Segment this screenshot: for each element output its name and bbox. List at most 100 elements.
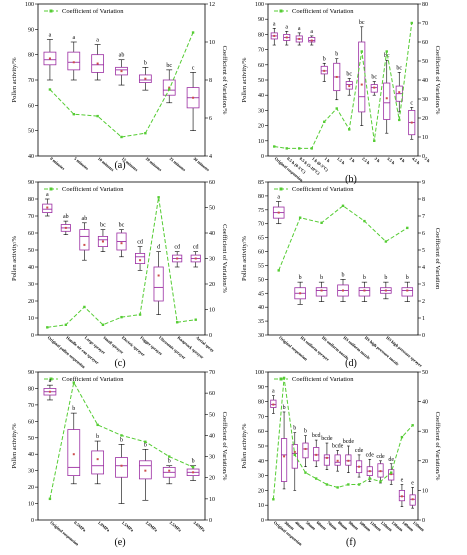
cv-point [347,483,350,486]
y-tick-label: 70 [28,403,34,409]
cv-point [175,321,179,324]
cv-point [277,269,280,272]
box-mean [411,498,414,501]
y-axis-title: Pollen activity/% [11,235,18,281]
y-tick-label: 10 [28,502,34,508]
significance-letter: a [277,194,280,200]
panel-label: (d) [345,358,357,369]
significance-letter: b [384,275,387,281]
legend-label: Coefficient of Variation [62,376,124,383]
category-label: 3 h [374,156,382,164]
y-tick-label: 90 [258,385,264,391]
cv-point [48,497,52,501]
y-tick-label: 55 [258,263,264,269]
box-5: b [138,60,152,91]
chart-panel-1: 40 50 60 70 80 90 100 4 6 8 10 12 Pollen activity/% C… [11,2,228,172]
y2-tick-label: 7 [422,214,425,220]
cv-point [320,221,323,224]
y2-tick-label: 0 [422,333,425,339]
cv-point [325,483,329,486]
significance-letter: b [120,437,123,443]
box-mean [304,447,307,450]
box-mean [144,469,147,472]
box-mean [410,121,413,124]
box-mean [360,83,363,86]
y2-tick-label: 4 [209,154,212,160]
cv-point [168,88,171,91]
cv-point [282,376,286,380]
y-tick-label: 30 [258,108,264,114]
box-6: bcde [321,436,333,470]
cv-point [410,21,413,25]
box-1: a [272,194,285,225]
y-tick-label: 70 [28,214,34,220]
y2-axis-title: Coefficient of Variation/% [221,224,228,293]
cv-point [144,440,147,443]
y-tick-label: 35 [258,319,264,325]
box-mean [273,34,276,37]
cv-point [368,477,371,480]
box-mean [72,453,75,456]
significance-letter: b [406,275,409,281]
y2-tick-label: 40 [422,400,428,406]
cv-point [138,313,142,316]
panel-label: (c) [114,358,125,369]
cv-point [64,323,68,326]
box-2: b [280,405,288,490]
y-tick-label: 90 [258,17,264,23]
y-tick-label: 70 [258,414,264,420]
cv-point [272,498,275,501]
cv-point [191,465,195,469]
box-mean [398,91,401,94]
y-tick-label: 40 [258,93,264,99]
y-tick-label: 60 [258,63,264,69]
box-mean [72,61,75,64]
significance-letter: a [72,35,75,41]
box-4: b [115,437,128,504]
y-tick-label: 40 [28,452,34,458]
cv-point [390,471,393,474]
box-mean [120,464,123,467]
y-tick-label: 60 [258,250,264,256]
box-iqr [315,287,328,297]
y2-axis-title: Coefficient of Variation/% [434,46,441,115]
y-axis-title: Pollen activity/% [11,57,18,103]
cv-point [96,423,99,427]
cv-point [348,128,351,131]
cv-point [384,240,388,243]
box-iqr [67,51,81,71]
box-mean [120,242,123,245]
category-label: Handle air can sprayer [65,335,100,365]
box-7: b [186,459,200,481]
y-tick-label: 70 [258,222,264,228]
cv-point [379,480,382,483]
y2-tick-label: 30 [422,97,428,103]
box-mean [293,450,296,453]
y2-tick-label: 2 [422,299,425,305]
y-tick-label: 80 [258,400,264,406]
y2-axis-title: Coefficient of Variation [434,228,441,290]
box-3: a [91,38,105,81]
box-3: ab [79,216,90,261]
significance-letter: e [411,480,414,486]
box-6: b [333,52,341,101]
box-mean [144,77,147,80]
cv-point [411,424,414,427]
significance-letter: b [144,442,147,448]
y-tick-label: 70 [258,48,264,54]
panel-label: (f) [346,537,356,548]
y-tick-label: 80 [28,53,34,59]
cv-point [323,120,326,123]
box-2: ab [60,214,71,235]
category-label: 25 minutes [169,156,187,173]
y2-tick-label: 8 [422,197,425,203]
box-mean [368,470,371,473]
y-axis-title: Pollen activity/% [241,57,248,103]
box-4: b [337,272,349,302]
cv-point [120,434,123,437]
y2-tick-label: 30 [422,429,428,435]
cv-point [363,219,366,223]
category-label: 2.5 h [361,156,371,166]
cv-point [336,486,339,489]
y2-tick-label: 1 [422,316,425,322]
